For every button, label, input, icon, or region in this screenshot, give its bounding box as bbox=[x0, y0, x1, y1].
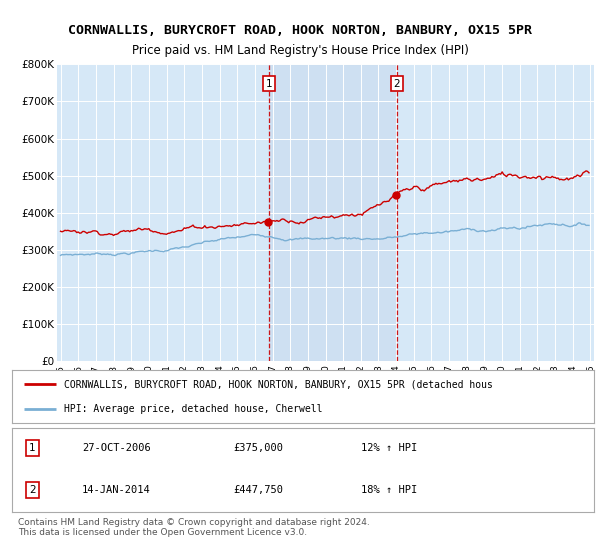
Bar bbox=[269, 64, 397, 361]
Text: £375,000: £375,000 bbox=[233, 443, 283, 452]
Text: 27-OCT-2006: 27-OCT-2006 bbox=[82, 443, 151, 452]
Text: 2: 2 bbox=[29, 485, 35, 494]
Text: 18% ↑ HPI: 18% ↑ HPI bbox=[361, 485, 418, 494]
Text: Contains HM Land Registry data © Crown copyright and database right 2024.
This d: Contains HM Land Registry data © Crown c… bbox=[18, 518, 370, 538]
Text: 1: 1 bbox=[266, 79, 272, 88]
Text: Price paid vs. HM Land Registry's House Price Index (HPI): Price paid vs. HM Land Registry's House … bbox=[131, 44, 469, 57]
Text: 1: 1 bbox=[29, 443, 35, 452]
Text: CORNWALLIS, BURYCROFT ROAD, HOOK NORTON, BANBURY, OX15 5PR: CORNWALLIS, BURYCROFT ROAD, HOOK NORTON,… bbox=[68, 24, 532, 38]
Text: £447,750: £447,750 bbox=[233, 485, 283, 494]
Text: HPI: Average price, detached house, Cherwell: HPI: Average price, detached house, Cher… bbox=[64, 404, 323, 414]
Text: 12% ↑ HPI: 12% ↑ HPI bbox=[361, 443, 418, 452]
Text: 14-JAN-2014: 14-JAN-2014 bbox=[82, 485, 151, 494]
Text: 2: 2 bbox=[394, 79, 400, 88]
Text: CORNWALLIS, BURYCROFT ROAD, HOOK NORTON, BANBURY, OX15 5PR (detached hous: CORNWALLIS, BURYCROFT ROAD, HOOK NORTON,… bbox=[64, 380, 493, 390]
